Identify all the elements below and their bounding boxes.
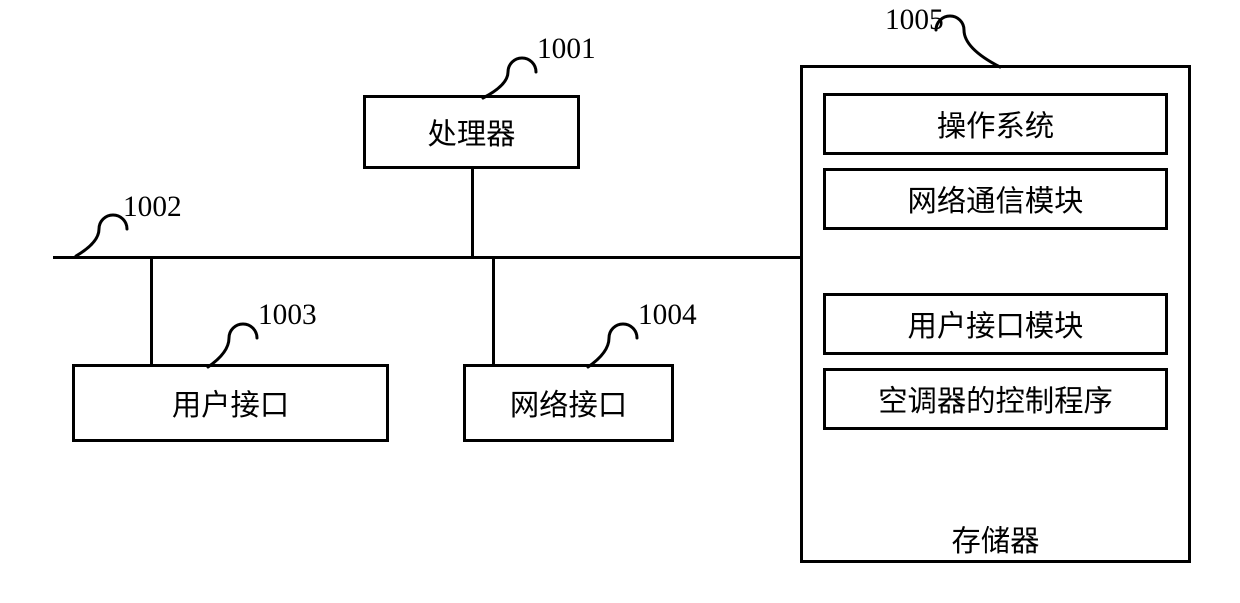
leader-1001 bbox=[443, 32, 562, 138]
memory-item-netcomm-label: 网络通信模块 bbox=[908, 178, 1084, 220]
diagram-canvas: 处理器 用户接口 网络接口 存储器 操作系统 网络通信模块 用户接口模块 空调器… bbox=[0, 0, 1240, 603]
leader-1005 bbox=[910, 0, 1040, 107]
memory-item-acctrl-label: 空调器的控制程序 bbox=[878, 378, 1113, 420]
leader-1003 bbox=[168, 298, 283, 407]
connector-netif-bus bbox=[492, 256, 495, 364]
memory-label: 存储器 bbox=[803, 518, 1188, 560]
memory-item-acctrl: 空调器的控制程序 bbox=[823, 368, 1168, 430]
memory-item-netcomm: 网络通信模块 bbox=[823, 168, 1168, 230]
leader-1002 bbox=[36, 189, 153, 296]
leader-1004 bbox=[548, 298, 663, 407]
bus-line bbox=[53, 256, 800, 259]
memory-item-userifmod-label: 用户接口模块 bbox=[908, 303, 1084, 345]
memory-item-userifmod: 用户接口模块 bbox=[823, 293, 1168, 355]
memory-item-os-label: 操作系统 bbox=[937, 103, 1054, 145]
connector-processor-bus bbox=[471, 169, 474, 256]
